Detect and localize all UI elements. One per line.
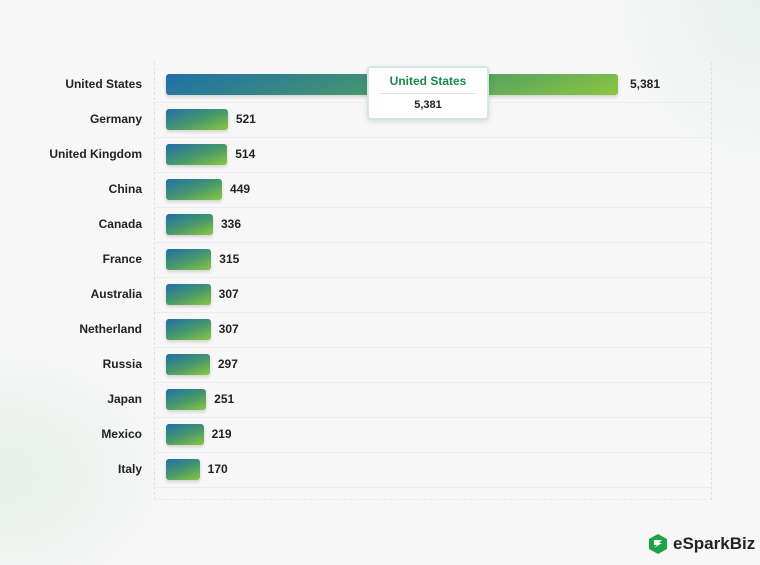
category-label: United States: [65, 77, 142, 91]
gridline: [155, 312, 711, 313]
category-label: France: [102, 252, 142, 266]
bar[interactable]: [166, 389, 207, 410]
value-label: 170: [207, 462, 228, 476]
value-label: 307: [218, 287, 239, 301]
bar[interactable]: [166, 424, 204, 445]
gridline: [155, 347, 711, 348]
bar-row: United Kingdom 514: [0, 138, 740, 173]
bar-row: Italy 170: [0, 453, 740, 488]
esparkbiz-logo-icon: [649, 534, 667, 554]
bar-row: Japan 251: [0, 383, 740, 418]
plot-area: [154, 62, 712, 500]
gridline: [155, 487, 711, 488]
background-glow: [600, 0, 760, 180]
category-label: China: [108, 182, 142, 196]
background-glow: [0, 340, 180, 565]
gridline: [155, 242, 711, 243]
tooltip: United States 5,381: [367, 66, 489, 120]
gridline: [155, 207, 711, 208]
bar[interactable]: [166, 144, 228, 165]
bar-row: Canada 336: [0, 208, 740, 243]
bar-row: Netherland 307: [0, 313, 740, 348]
value-label: 521: [235, 112, 256, 126]
bar-row: China 449: [0, 173, 740, 208]
category-label: Australia: [90, 287, 142, 301]
brand-name: eSparkBiz: [673, 534, 756, 553]
gridline: [155, 417, 711, 418]
bar[interactable]: [166, 284, 211, 305]
bar-row: Australia 307: [0, 278, 740, 313]
value-label: 5,381: [630, 77, 661, 91]
bar[interactable]: [166, 319, 211, 340]
value-label: 297: [217, 357, 238, 371]
value-label: 315: [219, 252, 240, 266]
category-label: Russia: [102, 357, 142, 371]
bar-row: Mexico 219: [0, 418, 740, 453]
bar[interactable]: [166, 179, 223, 200]
bar-row: Russia 297: [0, 348, 740, 383]
category-label: Canada: [98, 217, 142, 231]
gridline: [155, 382, 711, 383]
gridline: [155, 137, 711, 138]
bar[interactable]: [166, 109, 228, 130]
bar[interactable]: [166, 459, 200, 480]
category-label: United Kingdom: [49, 147, 142, 161]
gridline: [155, 277, 711, 278]
value-label: 449: [230, 182, 251, 196]
tooltip-title: United States: [389, 74, 467, 88]
value-label: 514: [235, 147, 256, 161]
gridline: [155, 452, 711, 453]
category-label: Italy: [117, 462, 142, 476]
category-label: Japan: [107, 392, 142, 406]
bar[interactable]: [166, 249, 212, 270]
value-label: 219: [211, 427, 232, 441]
brand-logo: eSparkBiz: [648, 533, 755, 555]
tooltip-value: 5,381: [414, 99, 442, 111]
category-label: Mexico: [101, 427, 142, 441]
value-label: 251: [214, 392, 235, 406]
bar[interactable]: [166, 354, 210, 375]
bar[interactable]: [166, 214, 213, 235]
bar-row: Germany 521: [0, 103, 740, 138]
value-label: 336: [220, 217, 241, 231]
category-label: Germany: [89, 112, 142, 126]
category-label: Netherland: [79, 322, 142, 336]
gridline: [155, 172, 711, 173]
bar-row: France 315: [0, 243, 740, 278]
value-label: 307: [218, 322, 239, 336]
